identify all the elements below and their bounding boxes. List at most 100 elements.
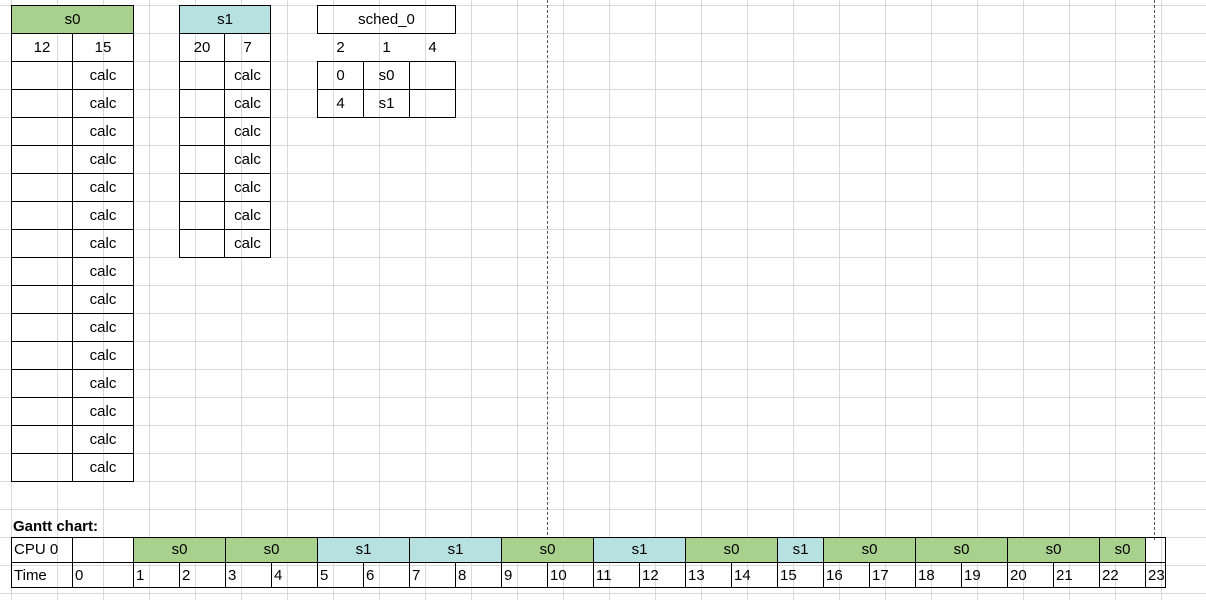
gantt-segment[interactable]: s0 [915,537,1008,563]
time-tick[interactable]: 23 [1145,562,1166,588]
time-tick[interactable]: 16 [823,562,870,588]
cpu-label[interactable]: CPU 0 [11,537,73,563]
s0-col-a[interactable]: 12 [11,33,73,62]
s0-cell[interactable] [11,285,73,314]
sched-cell[interactable]: 4 [317,89,364,118]
s1-col-b[interactable]: 7 [224,33,271,62]
s0-cell[interactable] [11,173,73,202]
time-tick[interactable]: 14 [731,562,778,588]
gantt-empty-cell[interactable] [72,537,134,563]
gantt-empty-cell[interactable] [1145,537,1166,563]
s1-cell[interactable] [179,89,225,118]
s0-row[interactable]: calc [72,341,134,370]
time-tick[interactable]: 4 [271,562,318,588]
gantt-segment[interactable]: s0 [225,537,318,563]
sched-cell[interactable]: s0 [363,61,410,90]
time-tick[interactable]: 13 [685,562,732,588]
s0-cell[interactable] [11,425,73,454]
time-tick[interactable]: 7 [409,562,456,588]
gantt-segment[interactable]: s1 [409,537,502,563]
s1-row[interactable]: calc [224,229,271,258]
s0-row[interactable]: calc [72,397,134,426]
s0-row[interactable]: calc [72,145,134,174]
s1-cell[interactable] [179,145,225,174]
s0-cell[interactable] [11,229,73,258]
sched-cell[interactable] [409,61,456,90]
time-tick[interactable]: 0 [72,562,134,588]
sched-cell[interactable] [409,89,456,118]
time-label[interactable]: Time [11,562,73,588]
s0-row[interactable]: calc [72,61,134,90]
time-tick[interactable]: 9 [501,562,548,588]
s0-row[interactable]: calc [72,201,134,230]
time-tick[interactable]: 2 [179,562,226,588]
gantt-segment[interactable]: s0 [1099,537,1146,563]
gantt-title[interactable]: Gantt chart: [13,518,99,535]
s1-cell[interactable] [179,173,225,202]
sched-cell[interactable]: 0 [317,61,364,90]
s1-row[interactable]: calc [224,145,271,174]
time-tick[interactable]: 8 [455,562,502,588]
s0-row[interactable]: calc [72,257,134,286]
time-tick[interactable]: 1 [133,562,180,588]
gantt-segment[interactable]: s0 [823,537,916,563]
s1-cell[interactable] [179,229,225,258]
s0-row[interactable]: calc [72,369,134,398]
time-tick[interactable]: 22 [1099,562,1146,588]
s1-row[interactable]: calc [224,61,271,90]
s0-cell[interactable] [11,89,73,118]
s0-row[interactable]: calc [72,453,134,482]
s1-row[interactable]: calc [224,117,271,146]
gantt-segment[interactable]: s0 [1007,537,1100,563]
s0-title[interactable]: s0 [11,5,134,34]
s1-col-a[interactable]: 20 [179,33,225,62]
time-tick[interactable]: 21 [1053,562,1100,588]
time-tick[interactable]: 11 [593,562,640,588]
s0-col-b[interactable]: 15 [72,33,134,62]
time-tick[interactable]: 5 [317,562,364,588]
s0-row[interactable]: calc [72,313,134,342]
time-tick[interactable]: 3 [225,562,272,588]
s0-row[interactable]: calc [72,89,134,118]
s1-cell[interactable] [179,117,225,146]
s0-cell[interactable] [11,257,73,286]
s0-row[interactable]: calc [72,285,134,314]
gantt-segment[interactable]: s1 [317,537,410,563]
gantt-segment[interactable]: s0 [501,537,594,563]
sched-col-c[interactable]: 4 [428,39,437,56]
time-tick[interactable]: 17 [869,562,916,588]
s0-cell[interactable] [11,61,73,90]
sched-cell[interactable]: s1 [363,89,410,118]
s1-row[interactable]: calc [224,173,271,202]
s0-cell[interactable] [11,117,73,146]
s0-cell[interactable] [11,453,73,482]
s1-cell[interactable] [179,61,225,90]
s0-cell[interactable] [11,341,73,370]
time-tick[interactable]: 15 [777,562,824,588]
time-tick[interactable]: 18 [915,562,962,588]
time-tick[interactable]: 20 [1007,562,1054,588]
s0-row[interactable]: calc [72,117,134,146]
sched-title[interactable]: sched_0 [317,5,456,34]
gantt-segment[interactable]: s0 [685,537,778,563]
time-tick[interactable]: 12 [639,562,686,588]
s0-row[interactable]: calc [72,425,134,454]
s1-title[interactable]: s1 [179,5,271,34]
time-tick[interactable]: 6 [363,562,410,588]
s0-cell[interactable] [11,313,73,342]
gantt-segment[interactable]: s0 [133,537,226,563]
s0-cell[interactable] [11,201,73,230]
s0-cell[interactable] [11,397,73,426]
gantt-segment[interactable]: s1 [593,537,686,563]
time-tick[interactable]: 10 [547,562,594,588]
s0-cell[interactable] [11,145,73,174]
s1-cell[interactable] [179,201,225,230]
s0-cell[interactable] [11,369,73,398]
s1-row[interactable]: calc [224,89,271,118]
gantt-segment[interactable]: s1 [777,537,824,563]
s1-row[interactable]: calc [224,201,271,230]
s0-row[interactable]: calc [72,229,134,258]
time-tick[interactable]: 19 [961,562,1008,588]
sched-col-b[interactable]: 1 [382,39,391,56]
s0-row[interactable]: calc [72,173,134,202]
